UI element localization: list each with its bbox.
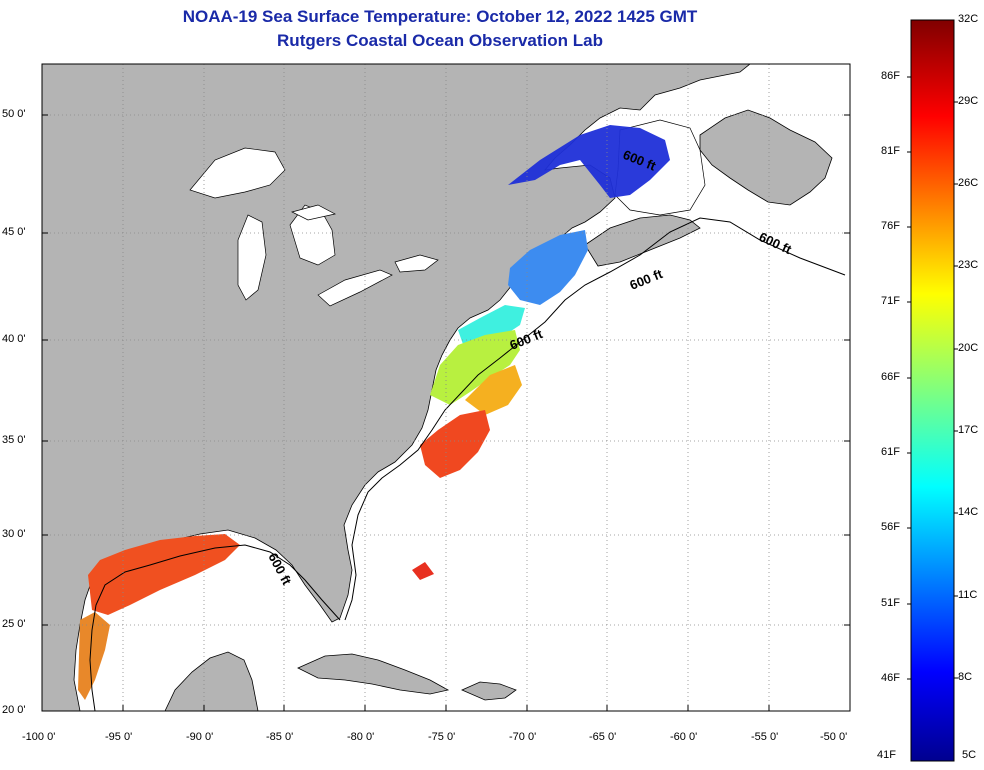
lat-label: 30 0' — [2, 528, 26, 540]
land-newfoundland — [699, 109, 833, 206]
lat-label: 25 0' — [2, 618, 26, 630]
colorbar-fahrenheit-label: 51F — [881, 597, 900, 609]
colorbar-celsius-label: 8C — [958, 671, 973, 683]
sst-mid-atlantic — [430, 330, 520, 405]
contour-600ft — [344, 217, 846, 621]
colorbar-celsius-label: 5C — [962, 749, 977, 761]
map-title: NOAA-19 Sea Surface Temperature: October… — [182, 7, 698, 26]
colorbar-fahrenheit-label: 76F — [881, 220, 900, 232]
lon-label: -60 0' — [670, 731, 698, 743]
colorbar-ticks — [907, 76, 958, 680]
land-yucatan — [164, 651, 259, 711]
colorbar-celsius-label: 26C — [958, 177, 979, 189]
colorbar-fahrenheit-label: 56F — [881, 521, 900, 533]
lat-label: 40 0' — [2, 333, 26, 345]
land-nova-scotia — [584, 214, 701, 267]
sst-st-lawrence — [508, 125, 670, 198]
colorbar-fahrenheit-label: 46F — [881, 672, 900, 684]
sst-gulf-maine — [508, 230, 588, 305]
sst-northeast-shelf — [458, 305, 525, 350]
sst-gulfstream — [420, 410, 490, 478]
colorbar-celsius-label: 14C — [958, 506, 979, 518]
land-cuba — [297, 653, 450, 695]
land-hispaniola — [461, 681, 517, 701]
great-lakes — [189, 147, 439, 307]
colorbar — [910, 19, 955, 762]
lat-label: 35 0' — [2, 434, 26, 446]
lon-label: -100 0' — [22, 731, 56, 743]
colorbar-fahrenheit-label: 71F — [881, 295, 900, 307]
map-subtitle: Rutgers Coastal Ocean Observation Lab — [277, 31, 603, 50]
lon-label: -65 0' — [589, 731, 617, 743]
colorbar-celsius-label: 32C — [958, 13, 979, 25]
lon-label: -95 0' — [105, 731, 133, 743]
colorbar-fahrenheit-label: 86F — [881, 70, 900, 82]
sst-bahamas-patch — [412, 562, 434, 580]
colorbar-fahrenheit-label: 66F — [881, 371, 900, 383]
colorbar-celsius-label: 29C — [958, 95, 979, 107]
colorbar-fahrenheit-label: 41F — [877, 749, 896, 761]
lon-label: -50 0' — [820, 731, 848, 743]
colorbar-celsius-label: 23C — [958, 259, 979, 271]
lon-label: -85 0' — [266, 731, 294, 743]
lon-label: -75 0' — [428, 731, 456, 743]
gridlines — [42, 64, 850, 711]
lat-label: 45 0' — [2, 226, 26, 238]
lat-label: 50 0' — [2, 108, 26, 120]
colorbar-fahrenheit-label: 81F — [881, 145, 900, 157]
sst-mid-atlantic-warm — [465, 365, 522, 415]
lon-label: -70 0' — [509, 731, 537, 743]
lon-label: -55 0' — [751, 731, 779, 743]
colorbar-celsius-label: 20C — [958, 342, 979, 354]
lon-label: -80 0' — [347, 731, 375, 743]
colorbar-celsius-label: 11C — [958, 589, 978, 601]
lon-label: -90 0' — [186, 731, 214, 743]
colorbar-celsius-label: 17C — [958, 424, 979, 436]
sst-gulf-of-mexico — [88, 534, 240, 615]
sst-gulf-west — [78, 612, 110, 700]
lat-label: 20 0' — [2, 704, 26, 716]
colorbar-fahrenheit-label: 61F — [881, 446, 900, 458]
contour-600ft-gulf — [89, 544, 341, 711]
frame-ticks — [42, 114, 850, 711]
